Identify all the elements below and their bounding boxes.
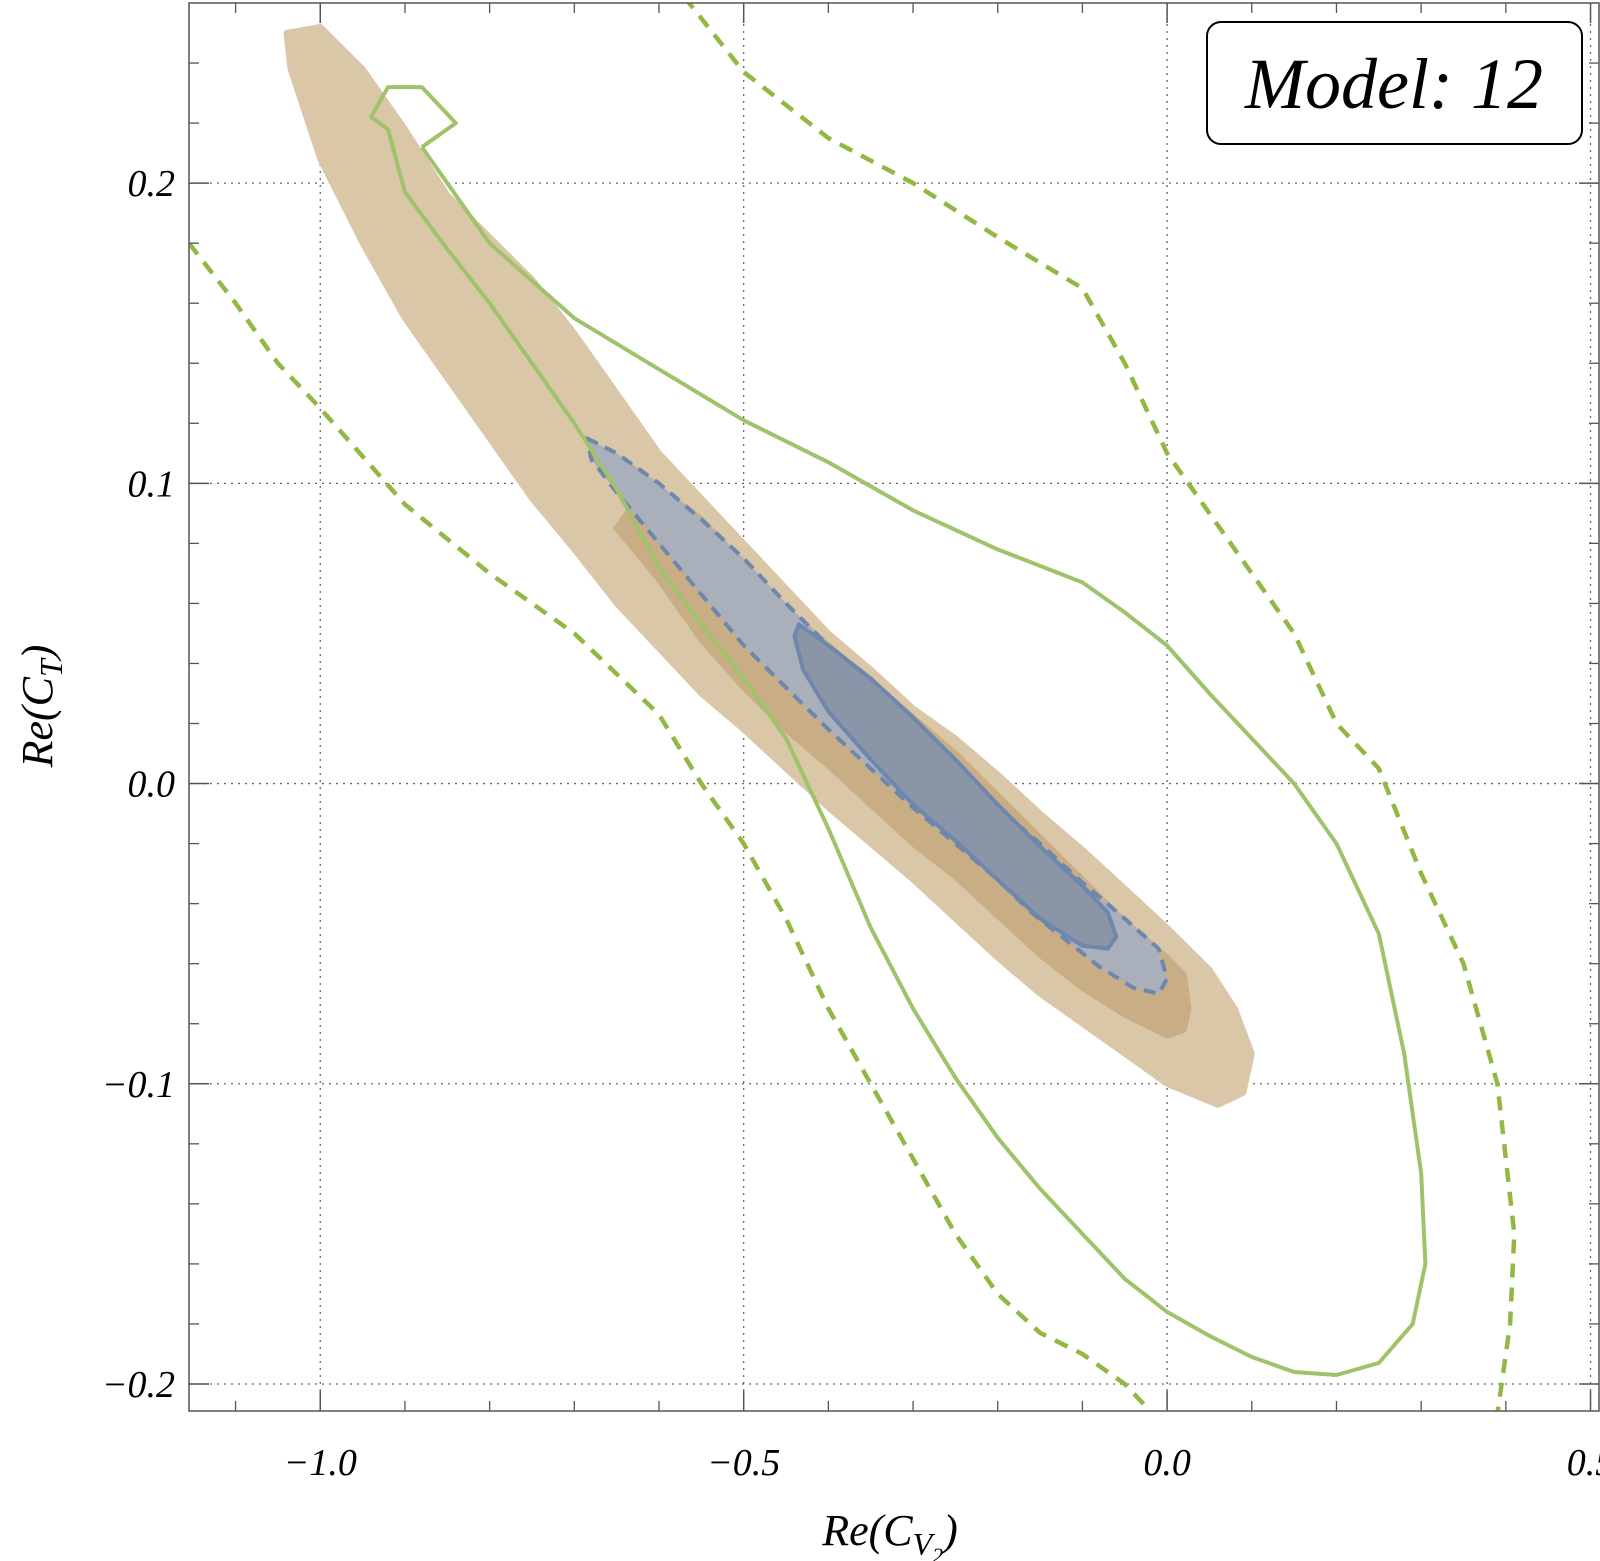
- y-tick-label: −0.1: [102, 1064, 175, 1106]
- x-axis-label-close: ): [940, 1506, 958, 1555]
- x-axis-label-sub: V: [913, 1526, 936, 1561]
- x-tick-label: −1.0: [284, 1442, 357, 1484]
- x-tick-label: −0.5: [707, 1442, 780, 1484]
- y-axis-label: Re(CT): [13, 645, 69, 769]
- plot-frame: [188, 2, 1600, 1412]
- x-tick-label: 0.0: [1143, 1442, 1191, 1484]
- legend-frame: [1206, 21, 1583, 145]
- y-tick-label: −0.2: [102, 1364, 175, 1406]
- x-axis-label-base: Re(C: [821, 1506, 913, 1555]
- y-tick-label: 0.0: [128, 764, 176, 806]
- legend-box: Model: 12: [1206, 21, 1583, 145]
- green-solid-contour: [369, 85, 1428, 1377]
- x-axis-label-subsub: 2: [932, 1543, 943, 1561]
- x-tick-label: 0.5: [1567, 1442, 1600, 1484]
- y-tick-label: 0.2: [128, 163, 176, 205]
- x-axis-label: Re(CV2): [821, 1506, 958, 1561]
- y-tick-label: 0.1: [128, 463, 176, 505]
- y-axis-label-base: Re(C: [13, 676, 62, 768]
- green-dashed-contour-left: [189, 241, 1154, 1411]
- tick-labels: −1.0 −0.5 0.0 0.5 −0.2 −0.1 0.0 0.1 0.2: [102, 163, 1600, 1484]
- legend-text: Model: 12: [1244, 44, 1543, 124]
- y-axis-label-sub: T: [33, 657, 69, 677]
- contour-series: [189, 3, 1517, 1411]
- axis-ticks: [189, 3, 1599, 1411]
- blue-solid-region: [792, 622, 1119, 951]
- green-dashed-contour-right: [686, 3, 1517, 1411]
- y-axis-label-close: ): [13, 645, 62, 663]
